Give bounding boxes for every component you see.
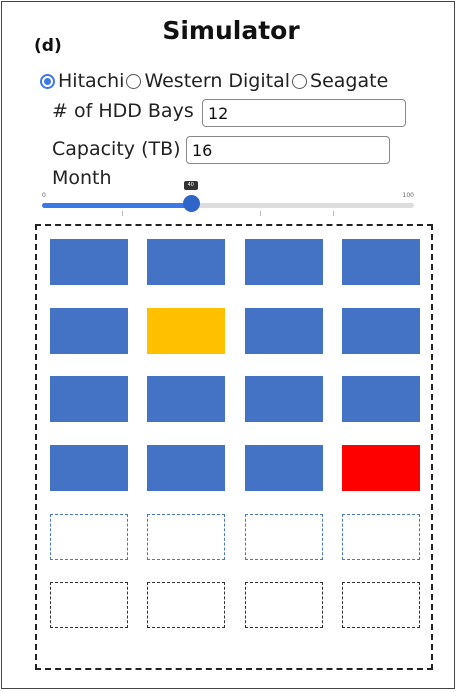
hdd-bay-healthy [245, 445, 323, 491]
slider-thumb[interactable] [182, 195, 200, 212]
slider-value-bubble: 40 [183, 181, 198, 190]
hdd-bay-warning [147, 308, 225, 354]
radio-indicator-seagate [292, 73, 308, 89]
radio-hitachi[interactable]: Hitachi [40, 70, 124, 92]
hdd-bay-failed [342, 445, 420, 491]
capacity-label: Capacity (TB) [52, 138, 181, 160]
hdd-bay-empty [147, 514, 225, 560]
hdd-bay-empty [342, 514, 420, 560]
hdd-bay-healthy [245, 376, 323, 422]
hdd-bay-healthy [50, 445, 128, 491]
slider-min-label: 0 [42, 192, 46, 199]
hdd-bay-empty [50, 514, 128, 560]
radio-indicator-hitachi [40, 73, 55, 89]
page-title: Simulator [162, 16, 300, 45]
hdd-bay-healthy [50, 376, 128, 422]
radio-label-hitachi: Hitachi [58, 70, 125, 92]
radio-seagate[interactable]: Seagate [292, 70, 388, 92]
month-slider[interactable]: 0 100 40 [42, 175, 414, 225]
hdd-bay-healthy [50, 239, 128, 285]
panel-label: (d) [34, 36, 62, 56]
slider-tick [260, 211, 261, 216]
hdd-bay-grid [35, 224, 433, 670]
hdd-bay-empty [342, 582, 420, 628]
hdd-bay-healthy [342, 308, 420, 354]
hdd-bays-label: # of HDD Bays [52, 100, 194, 122]
hdd-bay-empty [245, 582, 323, 628]
hdd-bay-empty [147, 582, 225, 628]
radio-indicator-western-digital [126, 73, 142, 89]
hdd-bay-healthy [342, 376, 420, 422]
slider-tick [122, 211, 123, 216]
hdd-bay-healthy [147, 376, 225, 422]
hdd-bay-healthy [342, 239, 420, 285]
radio-label-seagate: Seagate [310, 70, 389, 92]
slider-max-label: 100 [402, 192, 414, 199]
hdd-bay-healthy [245, 308, 323, 354]
slider-track[interactable] [42, 203, 414, 208]
hdd-bay-empty [50, 582, 128, 628]
manufacturer-radio-group: Hitachi Western Digital Seagate [40, 70, 390, 92]
radio-western-digital[interactable]: Western Digital [126, 70, 290, 92]
radio-label-western-digital: Western Digital [144, 70, 291, 92]
slider-fill [42, 203, 191, 208]
hdd-bay-healthy [147, 445, 225, 491]
hdd-bay-healthy [50, 308, 128, 354]
slider-tick [333, 211, 334, 216]
month-label: Month [52, 167, 112, 189]
hdd-bay-healthy [245, 239, 323, 285]
capacity-input[interactable] [186, 136, 390, 164]
hdd-bays-input[interactable] [202, 99, 406, 127]
hdd-bay-empty [245, 514, 323, 560]
hdd-bay-healthy [147, 239, 225, 285]
